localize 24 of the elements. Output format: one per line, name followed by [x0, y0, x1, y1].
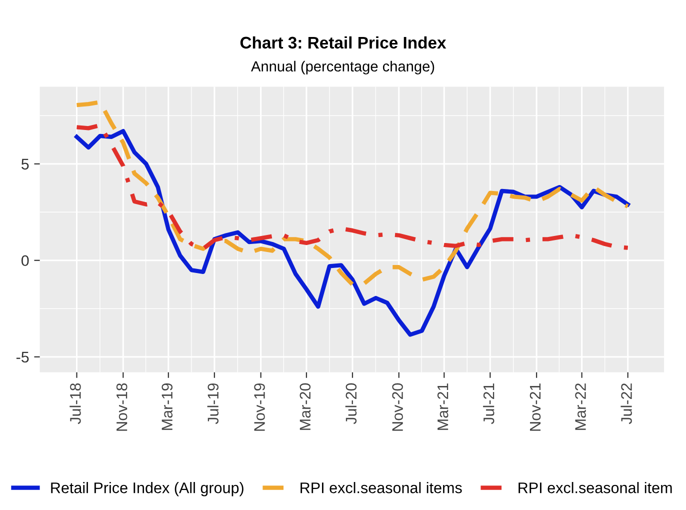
x-tick-label: Jul-18 [70, 383, 81, 424]
x-tick-label: Jul-19 [207, 383, 219, 424]
legend-label: RPI excl.seasonal items [300, 482, 462, 494]
line-series [74, 100, 630, 287]
x-tick-label: Nov-19 [254, 383, 265, 431]
x-tick-label: Nov-21 [530, 383, 541, 431]
chart-title: Chart 3: Retail Price Index [240, 36, 446, 49]
x-tick-label: Jul-22 [620, 383, 632, 424]
x-tick-label: Mar-19 [162, 383, 173, 430]
x-tick-label: Nov-18 [116, 383, 128, 431]
x-tick-label: Mar-20 [300, 383, 311, 430]
line-series [74, 123, 630, 251]
line-series [74, 129, 630, 337]
x-tick-label: Mar-22 [575, 383, 586, 430]
legend-label: Retail Price Index (All group) [51, 482, 244, 496]
x-tick-label: Jul-20 [345, 383, 357, 424]
y-tick-label: 5 [21, 158, 29, 170]
x-tick-label: Jul-21 [483, 383, 494, 424]
chart-subtitle: Annual (percentage change) [251, 60, 434, 74]
legend-label: RPI excl.seasonal item [518, 482, 672, 494]
x-tick-label: Mar-21 [437, 383, 448, 430]
y-tick-label: -5 [16, 352, 29, 363]
x-tick-label: Nov-20 [392, 383, 403, 431]
y-tick-label: 0 [21, 255, 29, 266]
